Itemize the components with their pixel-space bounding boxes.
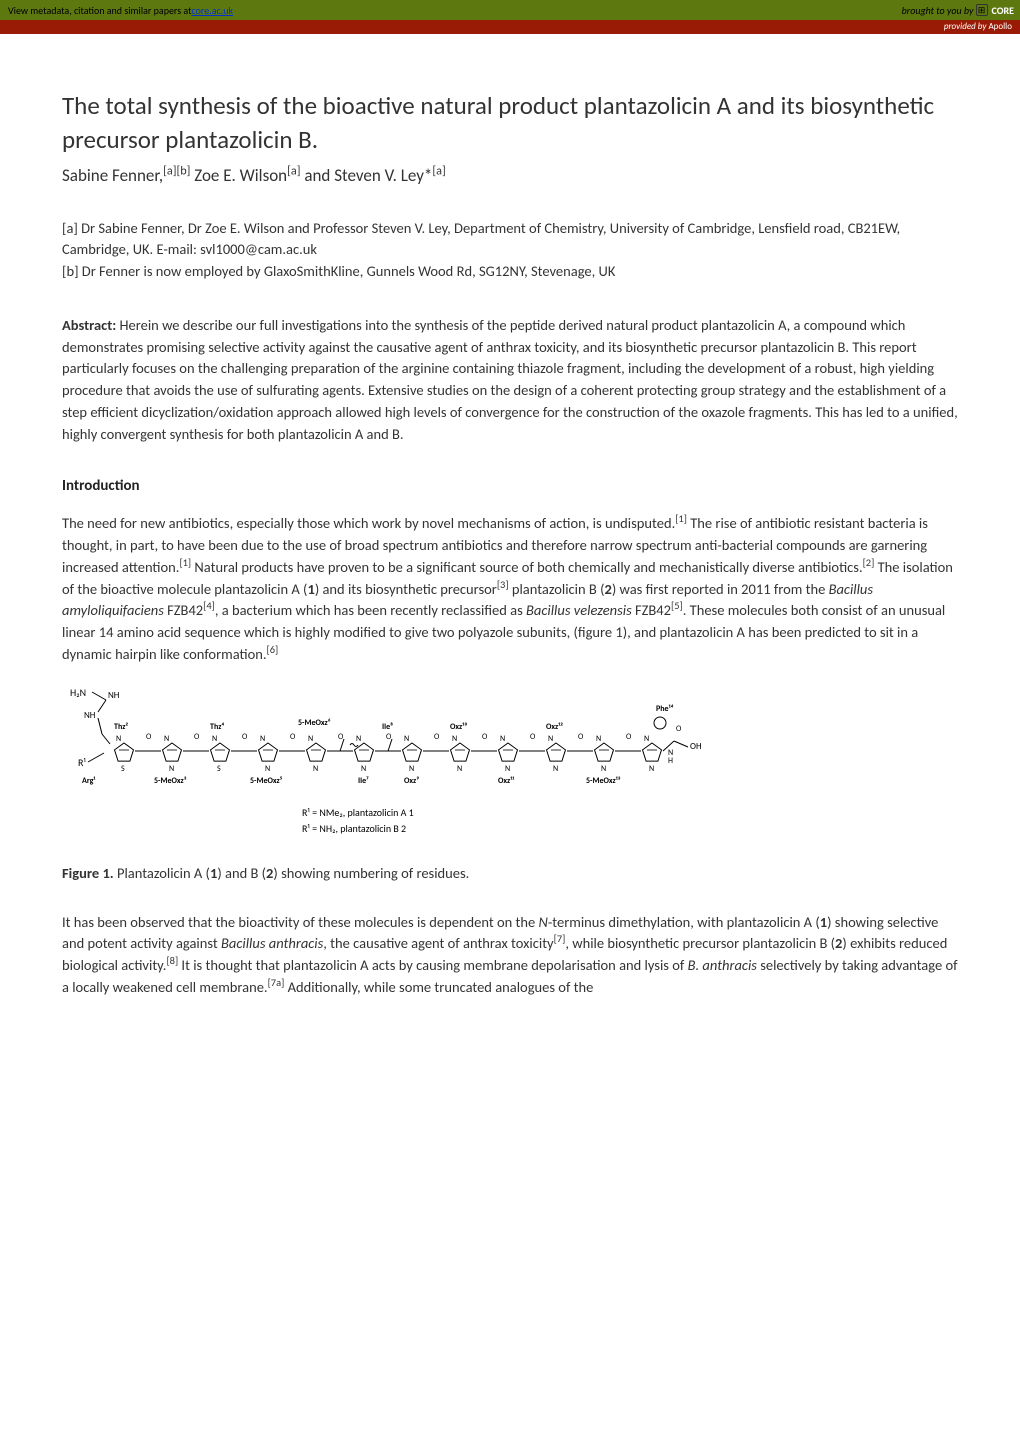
svg-text:O: O: [676, 724, 682, 734]
svg-text:N: N: [265, 764, 270, 774]
provider-name: Apollo: [988, 21, 1012, 32]
svg-text:5-MeOxz³: 5-MeOxz³: [154, 776, 187, 786]
svg-text:NH: NH: [84, 710, 95, 721]
svg-text:N: N: [457, 764, 462, 774]
svg-text:Oxz¹¹: Oxz¹¹: [498, 776, 514, 786]
svg-text:N: N: [409, 764, 414, 774]
svg-text:N: N: [260, 734, 265, 744]
svg-text:O: O: [386, 732, 392, 742]
svg-text:N: N: [505, 764, 510, 774]
svg-text:Phe¹⁴: Phe¹⁴: [656, 704, 674, 714]
svg-text:5-MeOxz⁵: 5-MeOxz⁵: [250, 776, 283, 786]
svg-text:S: S: [217, 764, 221, 774]
brought-by-text: brought to you by: [902, 4, 974, 17]
repository-banner: View metadata, citation and similar pape…: [0, 0, 1020, 20]
intro-paragraph-2: It has been observed that the bioactivit…: [62, 912, 958, 999]
svg-text:S: S: [121, 764, 125, 774]
provider-bar: provided by Apollo: [0, 20, 1020, 34]
svg-text:O: O: [482, 732, 488, 742]
affiliation-b: [b] Dr Fenner is now employed by GlaxoSm…: [62, 261, 958, 283]
intro-paragraph-1: The need for new antibiotics, especially…: [62, 513, 958, 665]
svg-text:Oxz⁹: Oxz⁹: [404, 776, 419, 786]
svg-text:Thz⁴: Thz⁴: [210, 722, 224, 732]
svg-text:O: O: [194, 732, 200, 742]
figure-1-structure: H₂NNHNHR¹SNNNOSNONNONNONNONNONNONNONNONN…: [62, 678, 822, 848]
banner-text: View metadata, citation and similar pape…: [8, 4, 191, 17]
svg-text:O: O: [290, 732, 296, 742]
svg-text:NH: NH: [108, 690, 119, 701]
svg-text:5-MeOxz¹³: 5-MeOxz¹³: [586, 776, 621, 786]
svg-text:N: N: [164, 734, 169, 744]
core-icon: ⊞: [976, 4, 988, 16]
svg-text:H: H: [668, 756, 673, 766]
article-title: The total synthesis of the bioactive nat…: [62, 89, 958, 157]
svg-text:N: N: [169, 764, 174, 774]
abstract-label: Abstract:: [62, 316, 116, 334]
svg-text:Oxz¹²: Oxz¹²: [546, 722, 563, 732]
svg-text:N: N: [313, 764, 318, 774]
svg-text:N: N: [500, 734, 505, 744]
svg-text:N: N: [212, 734, 217, 744]
figure-1-caption: Figure 1. Plantazolicin A (1) and B (2) …: [62, 864, 958, 882]
svg-text:O: O: [578, 732, 584, 742]
svg-text:H₂N: H₂N: [70, 686, 86, 699]
figure-1: H₂NNHNHR¹SNNNOSNONNONNONNONNONNONNONNONN…: [62, 678, 958, 848]
abstract: Abstract: Herein we describe our full in…: [62, 315, 958, 446]
svg-text:O: O: [626, 732, 632, 742]
svg-text:N: N: [601, 764, 606, 774]
svg-text:Oxz¹⁰: Oxz¹⁰: [450, 722, 467, 732]
svg-text:N: N: [116, 734, 121, 744]
svg-text:N: N: [649, 764, 654, 774]
svg-text:5-MeOxz⁶: 5-MeOxz⁶: [298, 718, 331, 728]
svg-text:O: O: [146, 732, 152, 742]
affiliations: [a] Dr Sabine Fenner, Dr Zoe E. Wilson a…: [62, 218, 958, 283]
svg-text:N: N: [548, 734, 553, 744]
svg-text:R¹: R¹: [78, 756, 86, 769]
svg-text:O: O: [434, 732, 440, 742]
svg-text:R¹ = NMe₂, plantazolicin A 1: R¹ = NMe₂, plantazolicin A 1: [302, 806, 414, 819]
svg-text:N: N: [404, 734, 409, 744]
svg-text:R¹ = NH₂, plantazolicin B 2: R¹ = NH₂, plantazolicin B 2: [302, 822, 406, 835]
svg-text:N: N: [452, 734, 457, 744]
svg-text:Ile⁸: Ile⁸: [382, 722, 393, 732]
svg-text:N: N: [361, 764, 366, 774]
authors-line: Sabine Fenner,[a][b] Zoe E. Wilson[a] an…: [62, 165, 958, 186]
svg-text:N: N: [596, 734, 601, 744]
svg-text:O: O: [530, 732, 536, 742]
affiliation-a: [a] Dr Sabine Fenner, Dr Zoe E. Wilson a…: [62, 218, 958, 262]
svg-text:N: N: [553, 764, 558, 774]
provided-by-text: provided by: [944, 21, 989, 32]
svg-text:N: N: [356, 734, 361, 744]
core-label: CORE: [992, 4, 1015, 17]
svg-text:OH: OH: [690, 741, 702, 752]
core-badge: brought to you by ⊞ CORE: [896, 0, 1020, 20]
section-heading-intro: Introduction: [62, 477, 958, 495]
svg-text:Arg¹: Arg¹: [82, 776, 95, 786]
page-content: The total synthesis of the bioactive nat…: [0, 34, 1020, 1051]
svg-text:O: O: [242, 732, 248, 742]
core-link[interactable]: core.ac.uk: [191, 4, 233, 17]
svg-text:Thz²: Thz²: [114, 722, 128, 732]
svg-text:O: O: [338, 732, 344, 742]
abstract-text: Herein we describe our full investigatio…: [62, 316, 958, 443]
svg-text:N: N: [644, 734, 649, 744]
svg-text:N: N: [308, 734, 313, 744]
svg-text:Ile⁷: Ile⁷: [358, 776, 369, 786]
